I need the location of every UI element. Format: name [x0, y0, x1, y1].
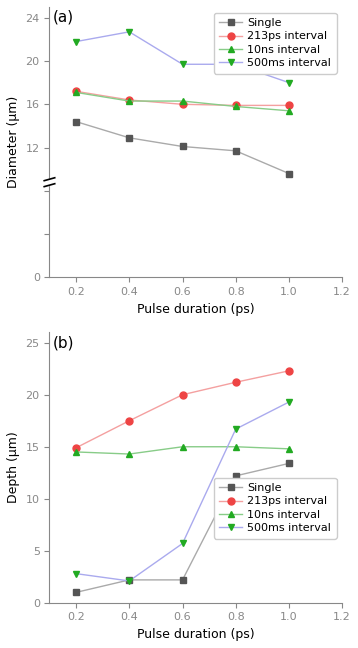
Text: (b): (b): [52, 335, 74, 350]
10ns interval: [127, 450, 131, 458]
500ms interval: [180, 60, 185, 68]
Y-axis label: Depth (μm): Depth (μm): [7, 432, 20, 503]
213ps interval: [233, 378, 238, 386]
X-axis label: Pulse duration (ps): Pulse duration (ps): [137, 303, 255, 316]
10ns interval: [233, 102, 238, 110]
Line: 213ps interval: 213ps interval: [73, 367, 292, 451]
Bar: [26, 179, 55, 185]
Legend: Single, 213ps interval, 10ns interval, 500ms interval: Single, 213ps interval, 10ns interval, 5…: [214, 12, 337, 74]
Line: Single: Single: [73, 118, 292, 177]
213ps interval: [287, 102, 291, 110]
Line: 500ms interval: 500ms interval: [73, 399, 292, 584]
500ms interval: [74, 38, 78, 45]
Single: [180, 576, 185, 584]
Single: [287, 459, 291, 467]
213ps interval: [287, 367, 291, 375]
213ps interval: [233, 102, 238, 110]
500ms interval: [287, 79, 291, 87]
Line: 10ns interval: 10ns interval: [73, 89, 292, 114]
Single: [74, 118, 78, 126]
500ms interval: [233, 60, 238, 68]
Text: (a): (a): [52, 10, 73, 25]
213ps interval: [127, 96, 131, 104]
Legend: Single, 213ps interval, 10ns interval, 500ms interval: Single, 213ps interval, 10ns interval, 5…: [214, 478, 337, 538]
213ps interval: [127, 417, 131, 424]
Single: [180, 143, 185, 150]
10ns interval: [127, 97, 131, 105]
500ms interval: [287, 398, 291, 406]
213ps interval: [180, 100, 185, 108]
Line: 213ps interval: 213ps interval: [73, 88, 292, 109]
500ms interval: [127, 28, 131, 36]
Single: [233, 472, 238, 480]
Single: [74, 588, 78, 596]
500ms interval: [180, 540, 185, 548]
10ns interval: [74, 89, 78, 97]
10ns interval: [180, 97, 185, 105]
500ms interval: [233, 425, 238, 433]
Line: 10ns interval: 10ns interval: [73, 443, 292, 457]
500ms interval: [127, 577, 131, 585]
500ms interval: [74, 570, 78, 577]
10ns interval: [287, 445, 291, 453]
Y-axis label: Diameter (μm): Diameter (μm): [7, 96, 20, 189]
213ps interval: [74, 87, 78, 95]
X-axis label: Pulse duration (ps): Pulse duration (ps): [137, 628, 255, 641]
10ns interval: [180, 443, 185, 450]
Line: 500ms interval: 500ms interval: [73, 29, 292, 86]
Line: Single: Single: [73, 460, 292, 596]
213ps interval: [180, 391, 185, 399]
10ns interval: [74, 448, 78, 456]
Single: [127, 576, 131, 584]
10ns interval: [233, 443, 238, 450]
Single: [287, 170, 291, 178]
10ns interval: [287, 107, 291, 115]
213ps interval: [74, 444, 78, 452]
Single: [127, 134, 131, 142]
Single: [233, 147, 238, 155]
